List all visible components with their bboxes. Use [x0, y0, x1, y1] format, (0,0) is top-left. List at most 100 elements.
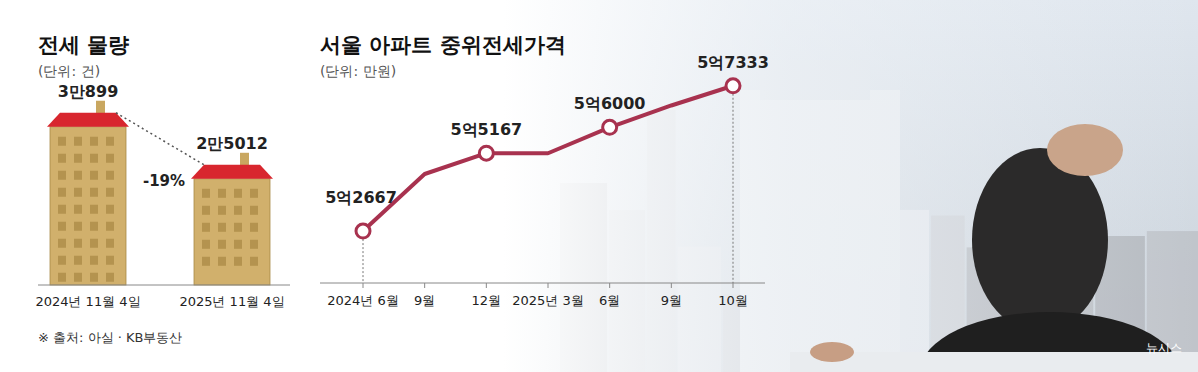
source-note: ※ 출처: 아실 · KB부동산	[38, 330, 182, 345]
window	[250, 206, 258, 215]
window	[106, 137, 114, 146]
data-label: 2만5012	[196, 134, 268, 153]
title: 전세 물량	[38, 33, 129, 57]
point-marker	[603, 120, 617, 134]
window	[58, 154, 66, 163]
window	[90, 239, 98, 248]
person-silhouette	[920, 124, 1180, 372]
window	[218, 240, 226, 249]
x-tick-label: 12월	[472, 293, 502, 308]
window	[74, 171, 82, 180]
window	[234, 223, 242, 232]
x-tick-label: 9월	[414, 293, 435, 308]
subtitle: (단위: 만원)	[320, 63, 396, 79]
window	[58, 171, 66, 180]
window	[234, 257, 242, 266]
window	[90, 154, 98, 163]
hand	[1047, 124, 1123, 176]
window	[250, 223, 258, 232]
window	[58, 205, 66, 214]
point-marker	[479, 146, 493, 160]
x-tick-label: 6월	[599, 293, 620, 308]
building-bar	[194, 179, 270, 285]
point-marker	[726, 79, 740, 93]
x-tick-label: 9월	[661, 293, 682, 308]
window	[58, 256, 66, 265]
x-tick	[548, 283, 549, 288]
window	[218, 189, 226, 198]
data-label: 3만899	[58, 82, 119, 101]
window	[234, 206, 242, 215]
data-label: 5억5167	[450, 120, 522, 139]
window	[218, 257, 226, 266]
window	[106, 154, 114, 163]
subtitle: (단위: 건)	[38, 63, 100, 79]
data-label: 5억7333	[697, 53, 769, 72]
window	[202, 240, 210, 249]
window	[202, 206, 210, 215]
window	[74, 137, 82, 146]
x-tick	[671, 283, 672, 288]
window	[90, 205, 98, 214]
photo-credit: 뉴시스	[1146, 341, 1182, 355]
x-tick-label: 2025년 3월	[512, 293, 584, 308]
title: 서울 아파트 중위전세가격	[320, 33, 566, 57]
x-tick	[363, 283, 364, 288]
window	[106, 222, 114, 231]
x-tick	[424, 283, 425, 288]
window	[202, 223, 210, 232]
line-series	[363, 86, 733, 231]
window	[90, 222, 98, 231]
x-tick	[733, 283, 734, 288]
change-connector	[116, 113, 204, 165]
window	[234, 189, 242, 198]
window	[58, 273, 66, 282]
window	[250, 257, 258, 266]
window	[106, 239, 114, 248]
window	[58, 222, 66, 231]
window	[106, 273, 114, 282]
point-marker	[356, 224, 370, 238]
window	[74, 188, 82, 197]
window	[106, 205, 114, 214]
window	[250, 189, 258, 198]
drop-line	[733, 86, 734, 283]
window	[234, 240, 242, 249]
window	[106, 256, 114, 265]
x-axis	[320, 283, 765, 284]
window	[74, 273, 82, 282]
window	[74, 154, 82, 163]
page: 전세 물량 (단위: 건) 3만899 2만5012 -19% 2024년 11월 4일 2…	[0, 0, 1198, 372]
window	[90, 273, 98, 282]
window	[74, 239, 82, 248]
building-bar	[50, 127, 126, 285]
x-tick-label: 2024년 6월	[327, 293, 399, 308]
window	[90, 188, 98, 197]
x-tick-label: 2024년 11월 4일	[35, 294, 140, 309]
window	[58, 239, 66, 248]
window	[90, 137, 98, 146]
x-tick	[486, 283, 487, 288]
x-tick-label: 2025년 11월 4일	[179, 294, 284, 309]
window	[58, 137, 66, 146]
roof	[191, 165, 273, 179]
data-label: 5억2667	[325, 188, 397, 207]
window	[250, 240, 258, 249]
window	[90, 171, 98, 180]
roof	[47, 113, 129, 127]
annotation: -19%	[143, 172, 185, 190]
window	[202, 257, 210, 266]
infographic: 전세 물량 (단위: 건) 3만899 2만5012 -19% 2024년 11월 4일 2…	[0, 0, 1198, 372]
plot-area	[50, 127, 270, 285]
window	[106, 188, 114, 197]
plot-area	[356, 79, 740, 238]
x-tick-label: 10월	[718, 293, 748, 308]
window	[202, 189, 210, 198]
window	[90, 256, 98, 265]
x-axis	[38, 285, 290, 286]
window	[74, 205, 82, 214]
window	[74, 222, 82, 231]
window	[218, 206, 226, 215]
window	[218, 223, 226, 232]
hand-rail	[810, 342, 854, 362]
